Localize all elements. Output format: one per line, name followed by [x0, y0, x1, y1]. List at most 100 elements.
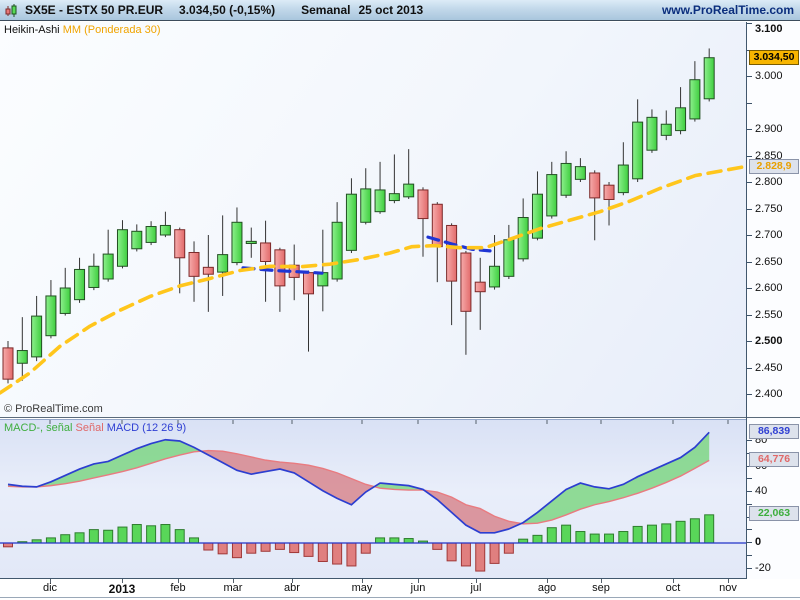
macd-histogram-bar: [217, 542, 228, 555]
month-label: may: [351, 582, 373, 594]
macd-histogram-bar: [661, 523, 672, 544]
macd-histogram-bar: [274, 542, 285, 550]
wma30-line: [0, 164, 746, 395]
month-tick: [476, 579, 477, 583]
macd-histogram-bar: [88, 529, 99, 544]
time-axis[interactable]: dic 2013 feb mar abr may jun jul ago sep oct nov: [0, 579, 800, 598]
macd-fill-bullish: [8, 439, 202, 487]
price-axis[interactable]: 3.100 3.000 2.900 2.850 2.800 2.750 2.700 2.650…: [747, 22, 800, 418]
axis-tick: [747, 208, 752, 210]
candle-up: [88, 265, 100, 288]
macd-panel: MACD-, señal Señal MACD (12 26 9): [0, 419, 746, 579]
candle-up: [116, 229, 128, 267]
candle-down: [2, 347, 14, 380]
macd-histogram-bar: [618, 531, 629, 544]
macd-histogram-bar: [246, 542, 257, 554]
candle-down: [260, 242, 272, 262]
month-label: dic: [42, 582, 58, 594]
macd-histogram-bar: [60, 534, 71, 544]
ma-legend-label: MM (Ponderada 30): [62, 24, 161, 36]
candle-up: [531, 193, 543, 239]
macd-histogram-bar: [45, 537, 56, 544]
axis-tick: [747, 567, 752, 569]
month-label: abr: [284, 582, 300, 594]
macd-histogram-bar: [303, 542, 314, 557]
month-label: nov: [719, 582, 737, 594]
price-chart-canvas[interactable]: [0, 22, 746, 417]
axis-tick: [747, 529, 752, 531]
candle-up: [660, 123, 672, 136]
candle-up: [517, 217, 529, 260]
axis-tick-label: 2.900: [755, 123, 783, 135]
website-link[interactable]: www.ProRealTime.com: [661, 3, 794, 17]
macd-histogram-bar: [203, 542, 214, 551]
macd-chart-canvas[interactable]: [0, 420, 746, 578]
macd-histogram-bar: [146, 525, 157, 544]
candle-down: [303, 272, 315, 295]
month-label: mar: [223, 582, 243, 594]
candle-down: [446, 224, 458, 282]
month-tick: [601, 579, 602, 583]
candle-down: [188, 251, 200, 277]
macd-histogram-bar: [189, 537, 200, 544]
macd-histogram-bar: [360, 542, 371, 554]
macd-histogram-bar: [375, 537, 386, 544]
month-label: jul: [470, 582, 482, 594]
axis-tick: [747, 49, 752, 51]
candle-up: [403, 183, 415, 198]
candle-up: [245, 240, 257, 244]
macd-signal-legend: Señal: [75, 422, 104, 434]
wma-blue-line: [241, 266, 324, 275]
month-label: feb: [170, 582, 186, 594]
macd-histogram-bar: [689, 518, 700, 544]
axis-tick: [747, 182, 752, 183]
macd-histogram-bar: [646, 524, 657, 544]
axis-tick-label: 2.850: [755, 149, 783, 162]
value-axis-column[interactable]: 3.100 3.000 2.900 2.850 2.800 2.750 2.700 2.650…: [746, 22, 800, 579]
candle-down: [202, 266, 214, 275]
axis-tick: [747, 155, 752, 157]
candle-down: [417, 189, 429, 220]
macd-histogram-bar: [532, 534, 543, 544]
month-tick: [728, 579, 729, 583]
axis-tick: [747, 314, 752, 316]
macd-histogram-bar: [317, 542, 328, 562]
month-label: 2013: [108, 582, 136, 596]
candle-up: [503, 239, 515, 277]
last-quote: 3.034,50 (-0,15%): [179, 3, 276, 17]
macd-histogram-bar: [475, 542, 486, 572]
macd-histogram-bar: [675, 520, 686, 544]
candle-down: [603, 184, 615, 200]
macd-value-box: 86,839: [749, 423, 799, 439]
signal-line: [7, 449, 710, 525]
candle-up: [632, 121, 644, 180]
axis-tick: [747, 554, 752, 556]
axis-tick-label: -20: [755, 561, 771, 574]
macd-histogram-bar: [346, 542, 357, 567]
candle-up: [45, 295, 57, 337]
timeframe-label: Semanal: [301, 3, 351, 17]
candle-up: [317, 272, 329, 287]
macd-histogram-bar: [403, 538, 414, 544]
axis-tick: [747, 394, 752, 395]
axis-tick: [747, 76, 752, 77]
macd-histogram-bar: [546, 527, 557, 544]
macd-histogram-bar: [632, 525, 643, 544]
macd-histogram-bar: [231, 542, 242, 559]
candle-up: [102, 253, 114, 280]
macd-histogram-bar: [575, 531, 586, 544]
date-label: 25 oct 2013: [358, 3, 424, 17]
candle-up: [617, 164, 629, 194]
macd-hist-legend: MACD-, señal: [4, 422, 73, 434]
month-label: ago: [537, 582, 557, 594]
macd-histogram-bar: [432, 542, 443, 550]
axis-tick: [747, 367, 752, 369]
axis-tick: [747, 261, 752, 263]
candle-up: [689, 79, 701, 120]
macd-fill-bullish: [521, 432, 710, 524]
candlestick-icon: [5, 3, 17, 17]
macd-histogram-bar: [260, 542, 271, 552]
macd-fill-bearish: [201, 450, 375, 505]
axis-tick-label: 40: [755, 485, 768, 497]
